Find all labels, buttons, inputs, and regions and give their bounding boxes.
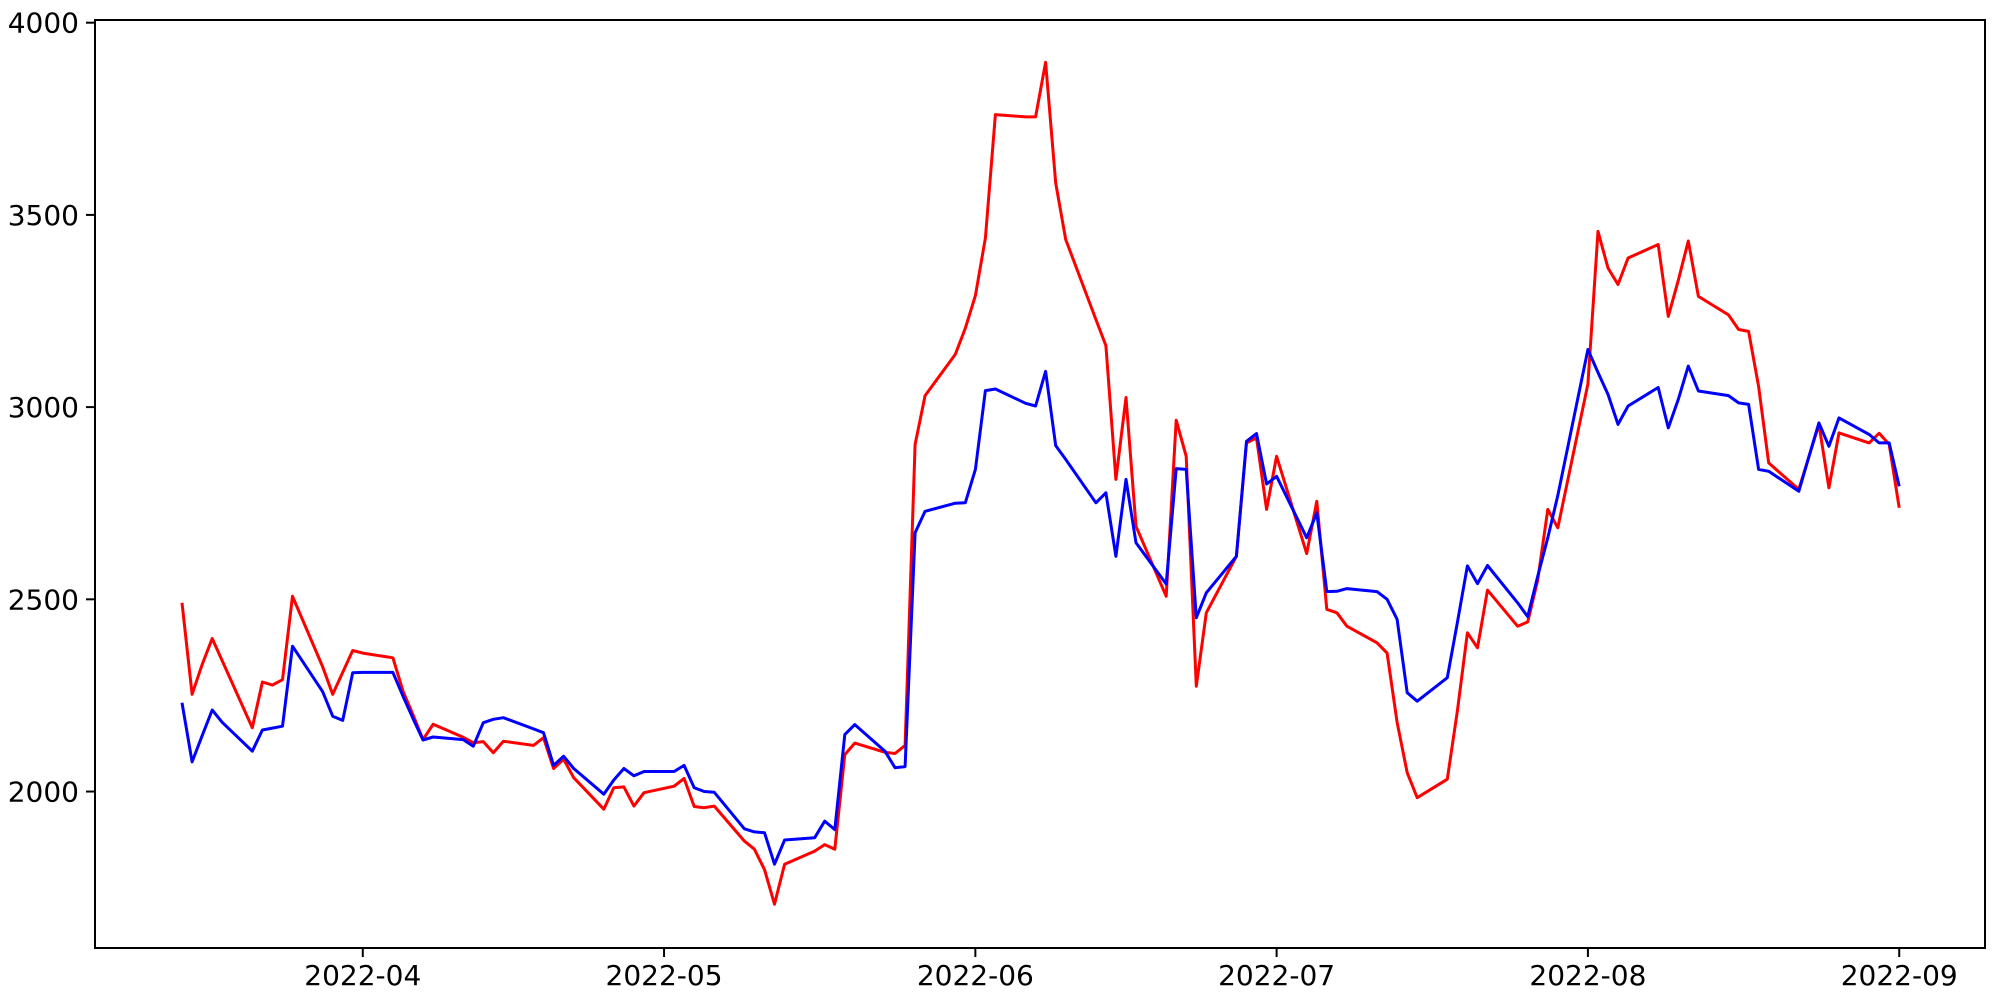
- y-tick-label: 3500: [8, 199, 79, 232]
- plot-border: [94, 19, 1986, 949]
- x-tick-label: 2022-07: [1218, 959, 1335, 992]
- x-axis-ticks: 2022-04 2022-05 2022-06 2022-07 2022-08 2022-…: [304, 948, 1958, 992]
- x-tick-label: 2022-09: [1841, 959, 1958, 992]
- y-tick-label: 2000: [8, 776, 79, 809]
- y-axis-ticks: 2000 2500 3000 3500 4000: [8, 7, 95, 809]
- red-series-line: [180, 60, 1901, 906]
- x-tick-label: 2022-06: [917, 959, 1034, 992]
- x-tick-label: 2022-05: [606, 959, 723, 992]
- x-tick-label: 2022-08: [1529, 959, 1646, 992]
- y-tick-label: 2500: [8, 583, 79, 616]
- y-tick-label: 4000: [8, 7, 79, 40]
- blue-series-line: [180, 348, 1901, 866]
- series-lines: [180, 60, 1901, 906]
- x-tick-label: 2022-04: [304, 959, 421, 992]
- y-tick-label: 3000: [8, 391, 79, 424]
- plot-area: [95, 20, 1985, 948]
